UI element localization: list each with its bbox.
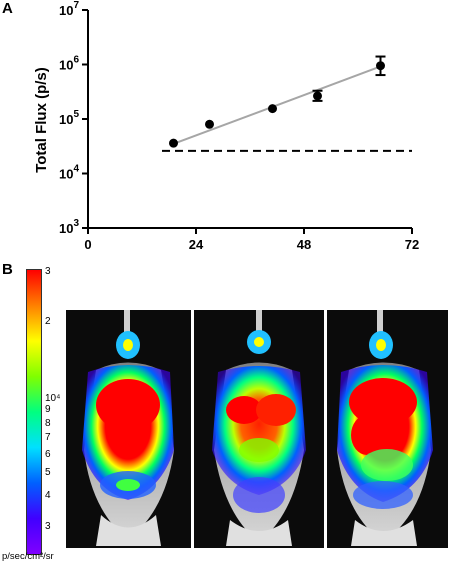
chart-axes (87, 10, 412, 229)
panel-b: B 3 2 10⁴ 9 8 7 6 5 4 3 p/sec/cm²/sr (0, 255, 454, 564)
mouse-1-heatmap (82, 310, 174, 546)
y-tick-label: 104 (59, 164, 79, 182)
y-tick-base: 10 (59, 3, 73, 18)
colorbar-tick-label: 3 (45, 266, 51, 277)
regression-line (173, 65, 381, 145)
colorbar (26, 269, 42, 555)
data-point (169, 138, 178, 148)
y-tick-base: 10 (59, 167, 73, 182)
y-tick-label: 105 (59, 109, 79, 127)
mouse-image-3 (327, 310, 448, 548)
y-tick-base: 10 (59, 112, 73, 127)
y-tick-exponent: 3 (73, 218, 79, 229)
y-tick-exponent: 6 (73, 55, 79, 66)
x-tick-label: 24 (189, 237, 204, 252)
y-tick-label: 107 (59, 0, 79, 18)
chart-series (162, 55, 412, 152)
y-tick-base: 10 (59, 221, 73, 236)
y-tick-label: 106 (59, 55, 79, 73)
y-tick-exponent: 4 (73, 164, 79, 175)
data-point (313, 91, 322, 101)
y-tick-base: 10 (59, 58, 73, 73)
colorbar-tick-label: 3 (45, 521, 51, 532)
colorbar-tick-label: 4 (45, 490, 51, 501)
colorbar-tick-label: 9 (45, 404, 51, 415)
data-point (376, 61, 385, 71)
colorbar-tick-label: 10⁴ (45, 393, 61, 404)
mouse-2-heatmap (212, 310, 306, 546)
colorbar-tick-label: 8 (45, 418, 51, 429)
mouse-3-heatmap (337, 310, 433, 546)
x-tick-label: 0 (84, 237, 91, 252)
panel-a-label: A (2, 0, 13, 17)
mouse-image-1 (66, 310, 191, 548)
y-tick-exponent: 7 (73, 0, 79, 11)
colorbar-tick-label: 6 (45, 449, 51, 460)
colorbar-unit: p/sec/cm²/sr (2, 551, 54, 562)
x-tick-label: 48 (297, 237, 311, 252)
colorbar-tick-label: 5 (45, 467, 51, 478)
data-point (268, 104, 277, 114)
data-point (205, 119, 214, 129)
mouse-image-2 (194, 310, 324, 548)
colorbar-tick-label: 2 (45, 316, 51, 327)
x-tick-label: 72 (405, 237, 419, 252)
y-tick-exponent: 5 (73, 109, 79, 120)
colorbar-tick-label: 7 (45, 432, 51, 443)
y-axis-title: Total Flux (p/s) (33, 67, 50, 173)
panel-b-label: B (2, 261, 13, 278)
y-tick-label: 103 (59, 218, 79, 236)
